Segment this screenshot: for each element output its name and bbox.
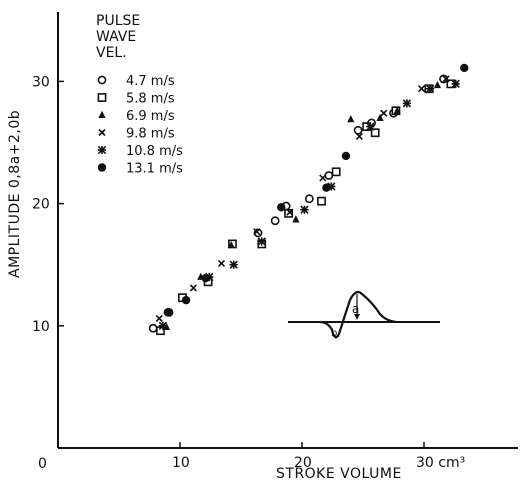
- data-point: [393, 106, 401, 114]
- data-point: [181, 295, 191, 305]
- legend-marker: [97, 93, 107, 102]
- data-point: [366, 122, 375, 131]
- data-point: [189, 284, 197, 292]
- legend-label: 5.8 m/s: [126, 92, 175, 107]
- legend-marker: [98, 128, 106, 137]
- data-point: [347, 115, 355, 123]
- x-origin-label: 0: [38, 456, 47, 472]
- data-points: [148, 63, 469, 336]
- data-point: [433, 80, 442, 89]
- data-point: [376, 113, 384, 122]
- data-point: [163, 308, 172, 317]
- data-point: [324, 171, 334, 180]
- y-tick-label: 10: [32, 319, 50, 335]
- data-point: [158, 321, 168, 330]
- data-point: [460, 63, 469, 73]
- inset-wave: [319, 290, 397, 339]
- data-point: [286, 208, 294, 216]
- data-point: [439, 74, 448, 84]
- data-point: [319, 174, 327, 182]
- legend-label: 4.7 m/s: [126, 74, 175, 89]
- legend-label: 6.9 m/s: [126, 109, 175, 124]
- data-point: [322, 183, 331, 192]
- inset-label-b: b: [331, 328, 337, 339]
- legend-marker: [97, 145, 107, 155]
- x-tick-label: 30 cm³: [416, 455, 465, 471]
- y-axis-label: AMPLITUDE 0,8a+2,0b: [7, 110, 23, 278]
- inset-waveform: a b: [288, 290, 440, 339]
- data-point: [217, 259, 226, 268]
- data-point: [292, 215, 300, 223]
- data-point: [270, 216, 280, 226]
- data-point: [257, 237, 266, 246]
- inset-label-a: a: [352, 302, 359, 316]
- y-tick-label: 20: [32, 197, 50, 213]
- data-point: [341, 151, 351, 161]
- legend-marker: [98, 110, 106, 118]
- data-point: [451, 79, 460, 89]
- data-point: [355, 132, 363, 140]
- legend-marker: [97, 75, 107, 85]
- data-point: [331, 167, 341, 177]
- data-point: [425, 84, 435, 93]
- data-point: [442, 75, 450, 83]
- data-point: [155, 314, 163, 323]
- y-tick-label: 30: [32, 74, 50, 90]
- legend-title-line: PULSE: [96, 13, 140, 29]
- data-point: [402, 99, 412, 108]
- legend-title-line: WAVE: [96, 29, 136, 45]
- legend-label: 9.8 m/s: [126, 127, 175, 142]
- data-point: [353, 125, 363, 135]
- data-point: [229, 260, 238, 269]
- axis-ticks: 10 20 30 cm³ 10 20 30: [32, 74, 465, 471]
- data-point: [417, 85, 426, 93]
- data-point: [201, 273, 210, 283]
- legend-label: 13.1 m/s: [126, 162, 183, 177]
- x-tick-label: 10: [172, 455, 190, 471]
- data-point: [380, 109, 388, 117]
- data-point: [156, 326, 165, 336]
- data-point: [370, 128, 380, 138]
- data-point: [227, 240, 235, 249]
- data-point: [300, 205, 309, 214]
- data-point: [317, 196, 326, 206]
- data-point: [304, 194, 314, 204]
- data-point: [277, 203, 286, 212]
- x-axis-label: STROKE VOLUME: [276, 466, 402, 482]
- legend-label: 10.8 m/s: [126, 144, 183, 159]
- data-point: [148, 323, 158, 333]
- data-point: [253, 228, 261, 236]
- x-tick-label: 20: [294, 455, 312, 471]
- inset-a-arrow: [354, 314, 360, 320]
- legend-marker: [97, 163, 107, 172]
- legend-title-line: VEL.: [96, 45, 127, 61]
